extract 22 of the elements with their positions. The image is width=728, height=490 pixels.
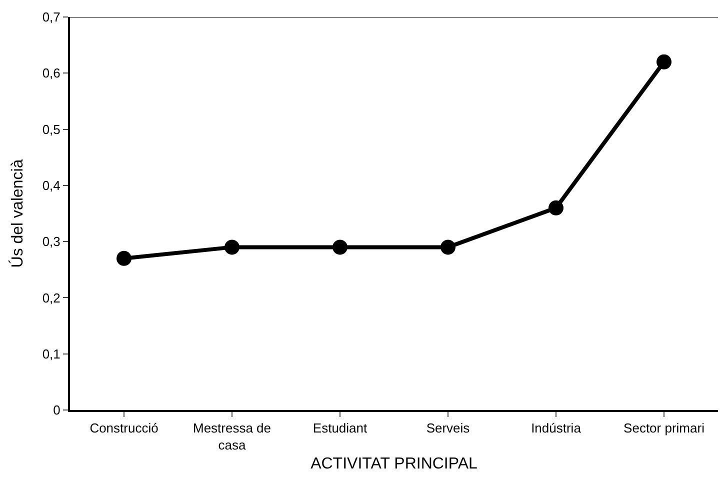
y-tick-label: 0 xyxy=(53,402,60,418)
x-tick-label: Indústria xyxy=(531,420,582,436)
y-tick-label: 0,2 xyxy=(42,290,60,306)
x-tick-label: Mestressa de casa xyxy=(192,420,272,452)
point xyxy=(656,54,672,70)
x-tick-label: Serveis xyxy=(426,420,470,436)
point xyxy=(224,240,240,255)
y-tick-label: 0,1 xyxy=(42,346,60,362)
y-tick-label: 0,4 xyxy=(42,178,60,193)
y-tick-label: 0,7 xyxy=(42,10,60,25)
point xyxy=(548,200,564,216)
point xyxy=(440,240,456,255)
x-tick-label: Construcció xyxy=(90,420,158,436)
y-tick-label: 0,5 xyxy=(42,122,60,137)
y-tick-label: 0,6 xyxy=(42,66,60,81)
y-axis-title: Ús del valencià xyxy=(8,159,27,268)
x-tick-label: Estudiant xyxy=(312,420,368,436)
x-axis-title: ACTIVITAT PRINCIPAL xyxy=(310,456,478,473)
point xyxy=(116,250,132,266)
point xyxy=(332,240,348,255)
y-tick-label: 0,3 xyxy=(42,234,60,250)
x-tick-label: Sector primari xyxy=(624,420,705,436)
